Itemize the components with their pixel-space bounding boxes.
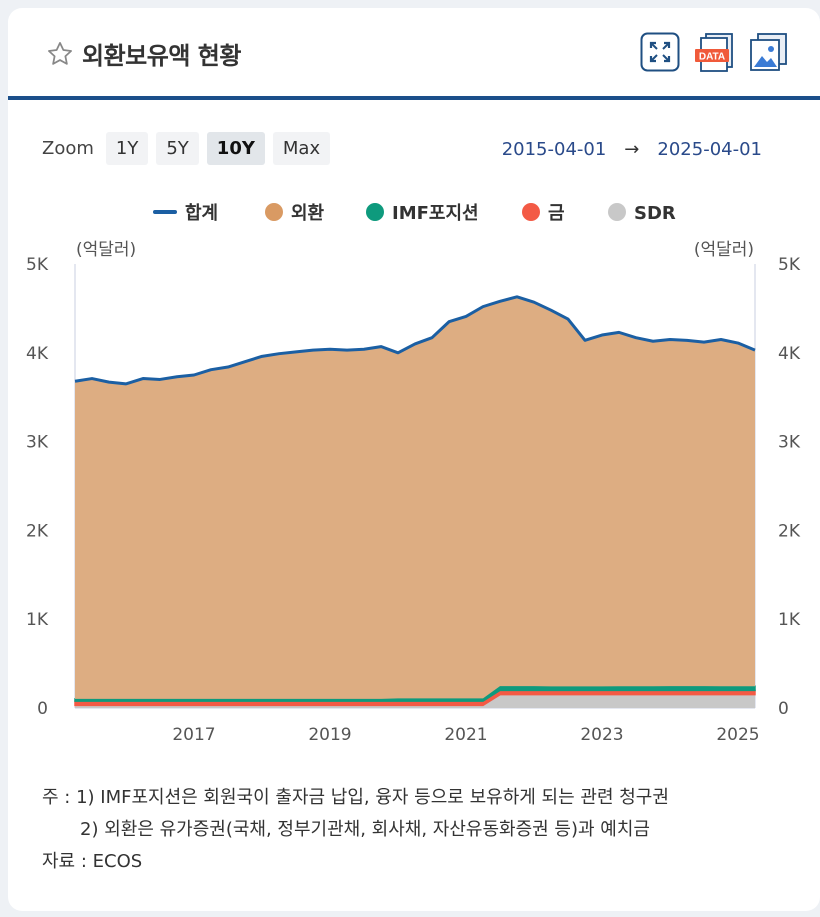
legend-item-2: 외환 <box>265 202 325 224</box>
legend-item-4: 금 <box>522 203 565 224</box>
card: 외환보유액 현황 DATA Zoom 1Y 5 <box>8 8 820 911</box>
area-imf <box>74 685 756 702</box>
legend-item-5: SDR <box>608 203 676 224</box>
legend-dot-marker <box>608 203 626 221</box>
legend-label: 합계 <box>185 202 218 224</box>
data-icon-label: DATA <box>699 52 725 63</box>
legend-dot-marker <box>366 203 384 221</box>
legend-label: 외환 <box>291 202 325 224</box>
area-fx <box>75 297 755 699</box>
footnote-2: 2) 외환은 유가증권(국채, 정부기관채, 회사채, 자산유동화증권 등)과 … <box>80 819 650 840</box>
y-tick-left-2K: 2K <box>26 521 49 541</box>
legend-dot-marker <box>522 203 540 221</box>
zoom-5y-button[interactable]: 5Y <box>156 132 199 165</box>
x-tick-2021: 2021 <box>444 725 487 745</box>
y-tick-right-5K: 5K <box>778 255 801 275</box>
header-divider <box>8 96 820 100</box>
legend-label: 금 <box>548 203 565 224</box>
zoom-10y-button[interactable]: 10Y <box>206 132 265 165</box>
range-to-input[interactable]: 2025-04-01 <box>657 139 762 160</box>
image-download-icon[interactable] <box>748 32 788 72</box>
y-tick-left-4K: 4K <box>26 344 49 364</box>
page-title: 외환보유액 현황 <box>82 42 241 70</box>
data-download-icon[interactable]: DATA <box>694 32 734 72</box>
x-tick-2017: 2017 <box>172 725 215 745</box>
legend-label: IMF포지션 <box>392 203 479 224</box>
zoom-label: Zoom <box>42 138 94 159</box>
x-tick-2019: 2019 <box>308 725 351 745</box>
y-unit-right: (억달러) <box>694 240 754 260</box>
y-unit-left: (억달러) <box>76 240 136 260</box>
y-tick-left-5K: 5K <box>26 255 49 275</box>
legend-item-3: IMF포지션 <box>366 203 479 224</box>
zoom-controls: Zoom 1Y 5Y 10Y Max <box>42 132 331 165</box>
legend-item-1: 합계 <box>153 202 218 224</box>
star-icon[interactable] <box>46 40 74 68</box>
line-total <box>74 295 756 386</box>
y-tick-right-3K: 3K <box>778 433 801 453</box>
header-icons: DATA <box>640 32 788 72</box>
range-arrow: → <box>624 139 640 160</box>
y-tick-left-3K: 3K <box>26 433 49 453</box>
area-sdr <box>75 694 755 708</box>
zoom-max-button[interactable]: Max <box>272 132 331 165</box>
reserves-chart: 합계 외환 IMF포지션 금 SDR (억달러) (억달러) 0 0 1K 1K 2K 2K 3K 3K 4K… <box>26 202 801 745</box>
date-range: 2015-04-01 → 2025-04-01 <box>502 139 762 160</box>
zoom-1y-button[interactable]: 1Y <box>105 132 149 165</box>
header: 외환보유액 현황 DATA <box>8 8 820 98</box>
legend-dot-marker <box>265 203 283 221</box>
y-tick-left-0: 0 <box>37 699 48 719</box>
title-wrap: 외환보유액 현황 <box>46 36 241 71</box>
x-tick-2025: 2025 <box>716 725 759 745</box>
legend-label: SDR <box>634 203 676 224</box>
range-from-input[interactable]: 2015-04-01 <box>501 139 607 160</box>
y-tick-right-2K: 2K <box>778 521 801 541</box>
x-tick-2023: 2023 <box>580 725 623 745</box>
footnotes: 주 : 1) IMF포지션은 회원국이 출자금 납입, 융자 등으로 보유하게 … <box>42 782 669 878</box>
source-note: 자료 : ECOS <box>42 851 143 872</box>
footnote-1: 주 : 1) IMF포지션은 회원국이 출자금 납입, 융자 등으로 보유하게 … <box>42 787 669 808</box>
y-tick-right-4K: 4K <box>778 344 801 364</box>
y-tick-right-0: 0 <box>778 699 789 719</box>
y-tick-right-1K: 1K <box>778 610 801 630</box>
legend-line-marker <box>153 210 177 214</box>
fullscreen-icon[interactable] <box>640 32 680 72</box>
y-tick-left-1K: 1K <box>26 610 49 630</box>
